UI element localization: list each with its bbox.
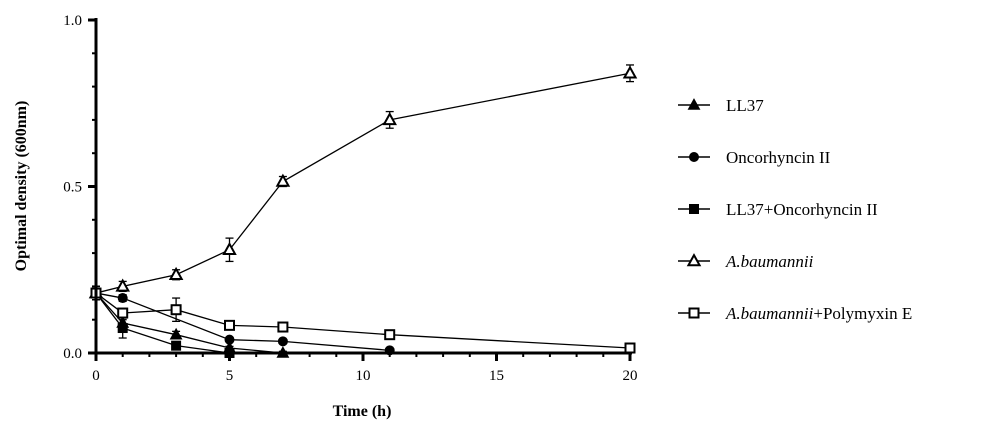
axes: 0.0 0.5 1.0 0 5 10 15 20 (63, 13, 637, 384)
series-1 (91, 285, 395, 356)
data-point-marker (688, 307, 700, 319)
data-point-marker (224, 319, 235, 331)
legend-label-part: LL37+Oncorhyncin II (726, 200, 878, 219)
legend-item-0: LL37 (678, 96, 764, 115)
legend-label: LL37 (726, 96, 764, 115)
legend: LL37 Oncorhyncin II LL37+Oncorhyncin II A.b… (678, 96, 912, 323)
x-tick-label: 10 (356, 368, 371, 384)
data-point-marker (222, 241, 237, 256)
legend-label-part: A.baumannii (725, 304, 814, 323)
y-tick-label: 1.0 (63, 13, 82, 29)
data-point-marker (277, 321, 289, 333)
legend-item-1: Oncorhyncin II (678, 148, 831, 167)
data-point-marker (224, 334, 235, 345)
data-point-marker (169, 327, 183, 340)
data-point-marker (689, 152, 699, 162)
x-axis-title: Time (h) (333, 403, 392, 420)
plot-area (88, 64, 638, 358)
series-3 (88, 64, 638, 301)
data-point-marker (382, 111, 397, 126)
data-point-marker (622, 65, 638, 79)
series-line (95, 72, 631, 294)
legend-item-2: LL37+Oncorhyncin II (678, 200, 878, 219)
data-point-marker (171, 340, 182, 351)
data-point-marker (275, 173, 291, 187)
x-tick-label: 20 (623, 368, 638, 384)
y-tick-label: 0.0 (63, 346, 82, 362)
legend-label-part: LL37 (726, 96, 764, 115)
legend-label-part: A.baumannii (725, 252, 814, 271)
series-2 (91, 285, 235, 358)
data-point-marker (117, 307, 129, 319)
series-4 (90, 285, 636, 354)
legend-label: Oncorhyncin II (726, 148, 831, 167)
data-point-marker (686, 253, 702, 267)
data-point-marker (115, 278, 130, 292)
legend-label-part: +Polymyxin E (813, 304, 912, 323)
data-point-marker (687, 98, 701, 110)
x-tick-label: 15 (489, 368, 504, 384)
legend-item-4: A.baumannii+Polymyxin E (678, 304, 912, 323)
data-point-marker (277, 336, 288, 347)
data-point-marker (117, 323, 128, 334)
legend-label: A.baumannii (725, 252, 814, 271)
data-point-marker (170, 304, 182, 316)
y-axis-title: Optimal density (600nm) (13, 101, 30, 272)
legend-label: LL37+Oncorhyncin II (726, 200, 878, 219)
series-line (95, 292, 390, 351)
data-point-marker (624, 342, 636, 354)
y-tick-label: 0.5 (63, 180, 82, 196)
data-point-marker (689, 204, 699, 214)
legend-item-3: A.baumannii (678, 252, 814, 271)
legend-label: A.baumannii+Polymyxin E (725, 304, 912, 323)
x-tick-label: 0 (92, 368, 100, 384)
series-line (95, 292, 230, 354)
x-tick-label: 5 (226, 368, 234, 384)
legend-label-part: Oncorhyncin II (726, 148, 831, 167)
data-point-marker (384, 329, 396, 341)
data-point-marker (117, 293, 128, 304)
data-point-marker (168, 266, 184, 280)
